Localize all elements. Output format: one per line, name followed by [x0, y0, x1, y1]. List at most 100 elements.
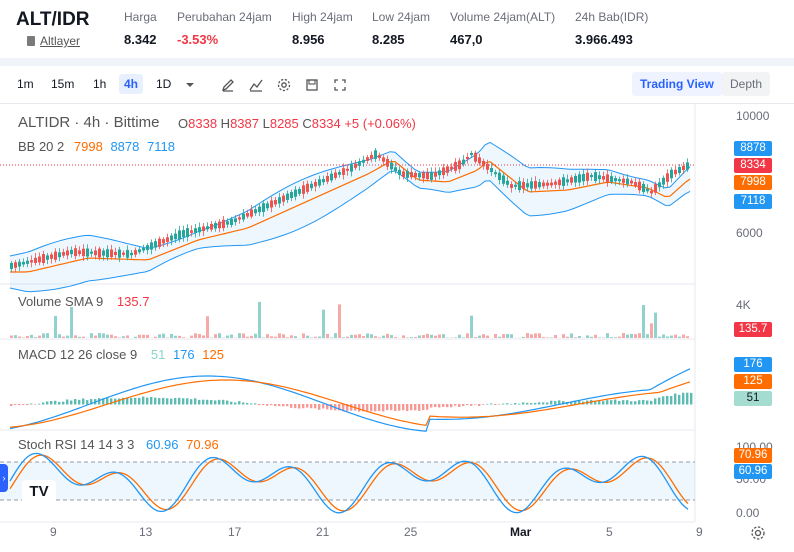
candle-body [294, 189, 297, 197]
candle-body [42, 254, 45, 263]
candle-body [214, 223, 217, 229]
volume-bar [594, 334, 597, 338]
macd-histogram-bar [118, 398, 121, 405]
bb-upper-tag: 8878 [734, 141, 772, 156]
macd-histogram-bar [62, 401, 65, 405]
macd-histogram-bar [186, 398, 189, 405]
fullscreen-icon[interactable] [332, 77, 348, 93]
candle-body [618, 179, 621, 182]
candle-body [646, 188, 649, 192]
tradingview-logo[interactable]: TV [22, 480, 56, 504]
macd-label: MACD 12 26 close 9 [18, 347, 138, 362]
indicator-icon[interactable] [248, 77, 264, 93]
open-value: 8338 [188, 116, 218, 131]
candle-body [414, 172, 417, 177]
volume-bar [230, 334, 233, 338]
volume-bar [546, 337, 549, 338]
timeframe-1h[interactable]: 1h [93, 77, 107, 91]
volume-bar [586, 335, 589, 338]
macd-histogram-bar [278, 404, 281, 407]
macd-histogram-bar [226, 400, 229, 405]
volume-bar [166, 337, 169, 338]
macd-histogram-bar [322, 404, 325, 409]
candle-body [106, 249, 109, 258]
pencil-icon[interactable] [220, 77, 236, 93]
candle-body [162, 239, 165, 244]
macd-histogram-bar [198, 399, 201, 405]
candle-body [178, 230, 181, 240]
candle-body [166, 237, 169, 242]
macd-histogram-bar [254, 403, 257, 405]
candle-body [230, 219, 233, 225]
timeframe-4h[interactable]: 4h [119, 74, 144, 94]
macd-histogram-bar [486, 403, 489, 405]
market-header: ALT/IDR Altlayer Harga 8.342 Perubahan 2… [0, 0, 794, 58]
save-icon[interactable] [304, 77, 320, 93]
macd-histogram-bar [434, 404, 437, 408]
depth-button[interactable]: Depth [722, 72, 771, 96]
macd-histogram-bar [178, 397, 181, 405]
candle-body [498, 172, 501, 181]
candle-body [90, 251, 93, 254]
macd-histogram-bar [250, 403, 253, 405]
candle-body [118, 249, 121, 258]
macd-histogram-bar [458, 404, 461, 407]
candle-body [314, 181, 317, 187]
volume-bar [618, 336, 621, 338]
volume-bar [622, 333, 625, 338]
last-price-tag: 8334 [734, 158, 772, 173]
macd-histogram-bar [38, 403, 41, 405]
macd-histogram-bar [634, 401, 637, 405]
volume-bar [526, 333, 529, 338]
volume-bar [178, 335, 181, 338]
candle-body [566, 179, 569, 183]
timeframe-1m[interactable]: 1m [17, 77, 34, 91]
volume-bar [650, 323, 653, 338]
candle-body [574, 175, 577, 183]
macd-histogram-bar [518, 403, 521, 405]
macd-histogram-bar [306, 404, 309, 408]
volume-bar [94, 335, 97, 338]
timeframe-15m[interactable]: 15m [51, 77, 75, 91]
trading-view-button[interactable]: Trading View [632, 72, 722, 96]
stat-volume: Volume 24jam(ALT) 467,0 [450, 10, 555, 47]
candle-body [26, 260, 29, 264]
volume-bar [366, 333, 369, 338]
macd-histogram-bar [30, 403, 33, 405]
candle-body [18, 261, 21, 267]
issuer-link[interactable]: Altlayer [27, 34, 80, 48]
macd-histogram-bar [418, 404, 421, 411]
bollinger-basis-line [10, 160, 691, 273]
chevron-down-icon[interactable] [182, 77, 198, 93]
candle-body [170, 235, 173, 241]
candle-body [54, 251, 57, 260]
candle-body [110, 249, 113, 258]
timeframe-1d[interactable]: 1D [156, 77, 172, 91]
candle-body [246, 213, 249, 217]
candle-body [602, 176, 605, 180]
stat-high: High 24jam 8.956 [292, 10, 353, 47]
candle-body [606, 174, 609, 183]
volume-bar [626, 334, 629, 338]
candle-body [146, 245, 149, 251]
macd-histogram-bar [210, 400, 213, 405]
settings-icon[interactable] [750, 525, 766, 541]
settings-gear-icon[interactable] [276, 77, 292, 93]
volume-bar [122, 336, 125, 338]
volume-bar [670, 335, 673, 338]
candle-body [666, 173, 669, 182]
volume-bar [226, 335, 229, 338]
macd-histogram-bar [450, 404, 453, 408]
sidebar-toggle[interactable]: › [0, 464, 8, 492]
bollinger-band-fill [10, 142, 690, 292]
volume-bar [262, 337, 265, 338]
price-chart[interactable] [0, 104, 794, 552]
chart-panel[interactable]: 1m 15m 1h 4h 1D Trading View Depth ALTID… [0, 66, 794, 552]
volume-bar [342, 337, 345, 338]
stoch-tick: 0.00 [736, 506, 760, 520]
candle-body [210, 223, 213, 230]
macd-histogram-bar [378, 404, 381, 412]
issuer-name[interactable]: Altlayer [40, 34, 81, 48]
volume-bar [434, 335, 437, 338]
macd-histogram-bar [578, 400, 581, 405]
